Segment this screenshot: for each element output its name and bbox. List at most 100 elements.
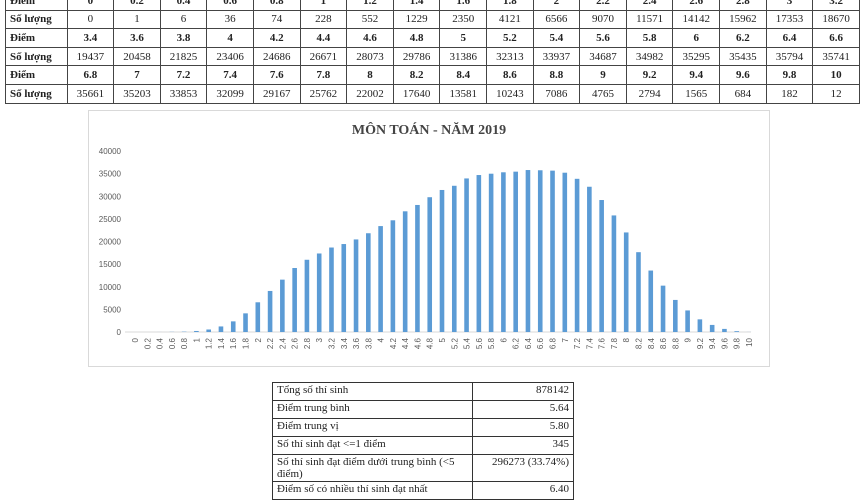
score-row: Điểm 3.4 3.6 3.8 4 4.2 4.4 4.6 4.8 5 5.2 5.4 5.6 5.8 6…	[5, 28, 860, 48]
y-tick-label: 10000	[99, 283, 122, 292]
x-tick-label: 2.4	[278, 337, 287, 349]
bar	[501, 172, 506, 332]
score-cell: 4.4	[299, 28, 348, 48]
bar	[329, 247, 334, 332]
score-cell: 3	[765, 0, 814, 11]
x-tick-label: 2.6	[291, 337, 300, 349]
x-tick-label: 3.2	[327, 337, 336, 349]
count-cell: 684	[719, 83, 767, 104]
bar	[488, 173, 494, 332]
bar	[255, 302, 261, 332]
bar	[218, 326, 224, 332]
score-cell: 5.6	[579, 28, 627, 48]
x-tick-label: 1.6	[229, 337, 238, 349]
x-tick-label: 6.6	[536, 337, 545, 349]
chart-container: MÔN TOÁN - NĂM 2019 0 5000 10000 15000 20000…	[88, 110, 770, 367]
score-cell: 0.8	[252, 0, 301, 11]
count-cell: 1	[113, 9, 161, 30]
count-cell: 6	[159, 9, 208, 30]
y-tick-label: 25000	[99, 215, 122, 224]
score-cell: 5.4	[532, 28, 581, 48]
x-tick-label: 4.8	[426, 337, 435, 349]
x-tick-label: 2.8	[303, 337, 312, 349]
bar	[525, 170, 531, 332]
row-header: Số lượng	[5, 9, 68, 30]
stats-row: Điểm trung vị 5.80	[272, 418, 574, 437]
stats-row: Số thí sinh đạt điểm dưới trung bình (<5…	[272, 454, 574, 482]
bar	[206, 329, 211, 332]
stat-value: 296273 (33.74%)	[472, 454, 574, 482]
x-tick-label: 5.6	[475, 337, 484, 349]
bar	[341, 244, 347, 332]
count-cell: 13581	[439, 83, 488, 104]
bar	[574, 178, 580, 332]
bar	[709, 324, 715, 332]
count-cell: 32099	[206, 83, 254, 104]
x-tick-label: 9.4	[708, 337, 717, 349]
score-cell: 7.8	[299, 65, 348, 85]
count-cell: 35295	[672, 46, 721, 67]
x-tick-label: 9	[684, 337, 693, 342]
x-tick-label: 3.4	[340, 337, 349, 349]
x-tick-label: 3.8	[364, 337, 373, 349]
count-cell: 29167	[252, 83, 301, 104]
bar	[353, 239, 359, 332]
x-tick-label: 8	[622, 337, 631, 342]
x-tick-label: 6.8	[549, 337, 558, 349]
x-tick-label: 5.2	[450, 337, 459, 349]
x-tick-label: 0.4	[156, 337, 165, 349]
x-tick-label: 9.2	[696, 337, 705, 349]
bar	[366, 233, 371, 332]
count-row: Số lượng 35661 35203 33853 32099 29167 25762 22…	[5, 83, 860, 104]
x-tick-label: 0.6	[168, 337, 177, 349]
count-cell: 20458	[113, 46, 161, 67]
count-cell: 11571	[625, 9, 674, 30]
stat-label: Tổng số thí sinh	[272, 382, 473, 401]
count-cell: 17640	[392, 83, 441, 104]
score-cell: 6.2	[719, 28, 767, 48]
x-tick-label: 3	[315, 337, 324, 342]
x-tick-label: 0.8	[180, 337, 189, 349]
bar	[194, 330, 199, 332]
score-row: Điểm 0 0.2 0.4 0.6 0.8 1 1.2 1.4 1.6 1.8 2 2.2 2.4 2.6…	[5, 0, 860, 11]
score-cell: 3.6	[113, 28, 161, 48]
count-cell: 36	[206, 9, 254, 30]
score-cell: 1.4	[392, 0, 441, 11]
bar	[464, 178, 469, 332]
count-cell: 35741	[812, 46, 860, 67]
count-cell: 18670	[812, 9, 860, 30]
score-cell: 5.8	[625, 28, 674, 48]
y-tick-label: 35000	[99, 170, 122, 179]
bar	[550, 170, 555, 332]
x-tick-label: 9.6	[720, 337, 729, 349]
score-cell: 9.4	[672, 65, 721, 85]
bar	[722, 328, 727, 332]
score-cell: 5.2	[486, 28, 534, 48]
x-tick-label: 10	[745, 337, 754, 346]
bar	[562, 172, 568, 332]
score-cell: 8	[346, 65, 394, 85]
bar	[280, 279, 285, 332]
bar	[685, 310, 690, 332]
score-cell: 6.6	[812, 28, 860, 48]
score-cell: 8.4	[439, 65, 488, 85]
score-cell: 7	[113, 65, 161, 85]
score-cell: 0.4	[159, 0, 208, 11]
score-row: Điểm 6.8 7 7.2 7.4 7.6 7.8 8 8.2 8.4 8.6 8.8 9 9.2 9.4…	[5, 65, 860, 85]
bar	[673, 299, 678, 332]
stats-row: Điểm số có nhiều thí sinh đạt nhất 6.40	[272, 481, 574, 500]
stats-row: Điểm trung bình 5.64	[272, 400, 574, 419]
score-cell: 1	[299, 0, 348, 11]
stat-label: Điểm trung vị	[272, 418, 473, 437]
x-tick-label: 1.8	[242, 337, 251, 349]
score-cell: 9	[579, 65, 627, 85]
score-cell: 2.6	[672, 0, 721, 11]
count-cell: 182	[765, 83, 814, 104]
x-tick-label: 5.4	[463, 337, 472, 349]
count-row: Số lượng 19437 20458 21825 23406 24686 26671 28…	[5, 46, 860, 67]
score-cell: 4.2	[252, 28, 301, 48]
bar	[316, 253, 322, 332]
bar	[390, 220, 396, 332]
stat-label: Điểm trung bình	[272, 400, 473, 419]
bar	[697, 319, 703, 332]
